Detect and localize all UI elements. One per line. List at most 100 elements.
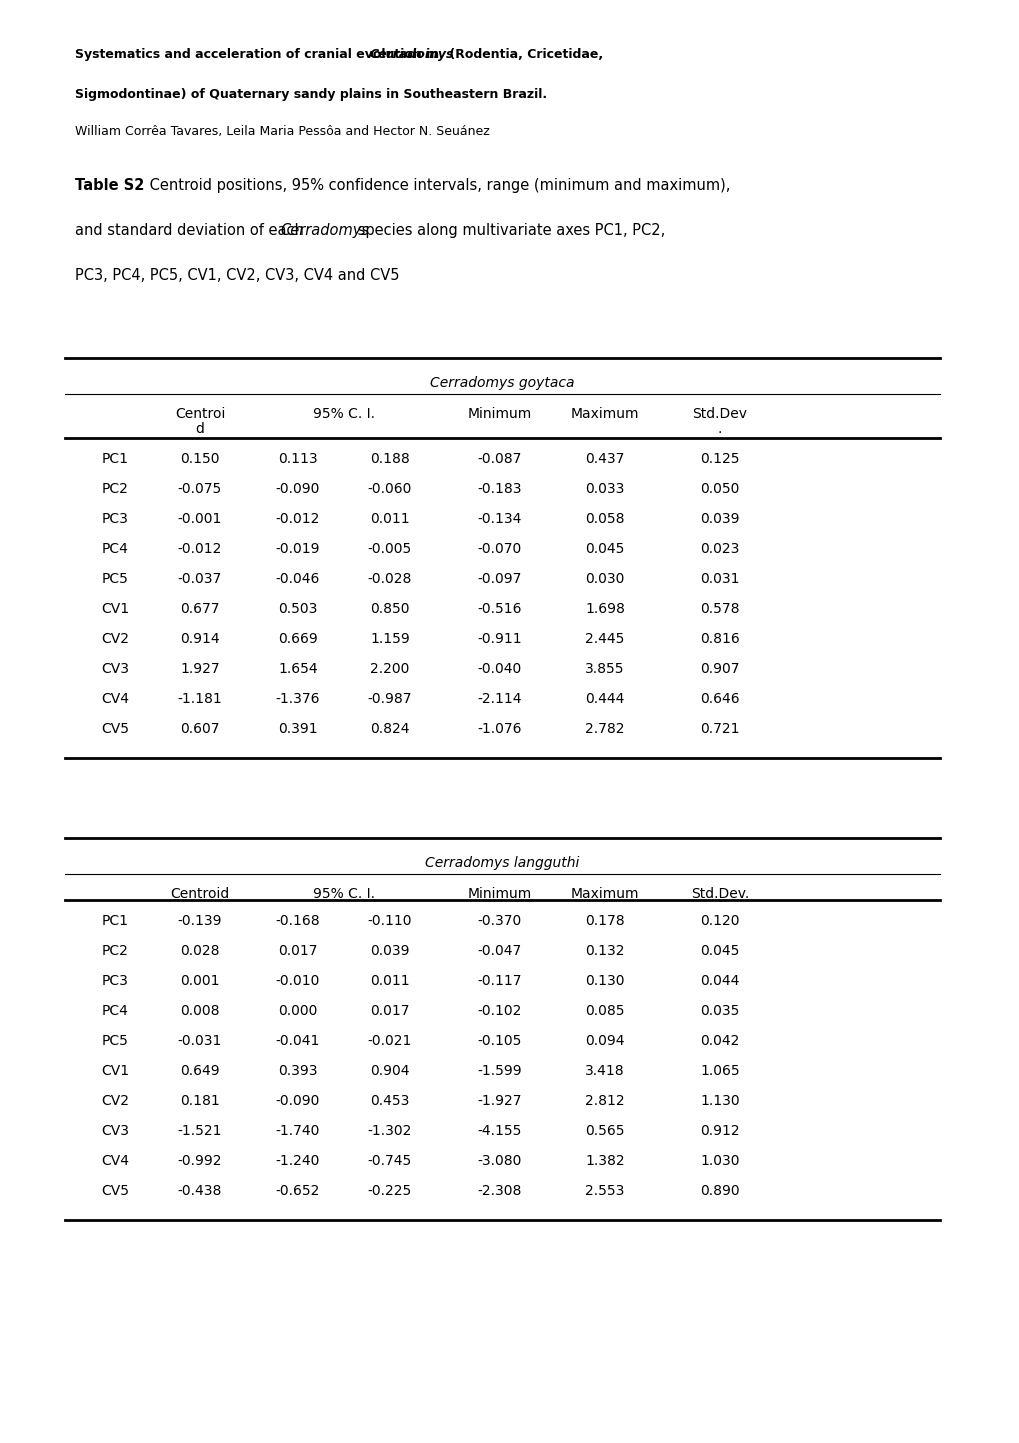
Text: -0.110: -0.110 [368,913,412,928]
Text: -0.987: -0.987 [368,693,412,706]
Text: 0.113: 0.113 [278,452,318,466]
Text: -1.076: -1.076 [477,722,522,736]
Text: 0.649: 0.649 [180,1063,220,1078]
Text: -0.075: -0.075 [177,482,222,496]
Text: -0.090: -0.090 [275,1094,320,1108]
Text: Maximum: Maximum [571,407,639,421]
Text: -0.012: -0.012 [177,543,222,556]
Text: 2.200: 2.200 [370,662,410,675]
Text: -1.521: -1.521 [177,1124,222,1139]
Text: -1.599: -1.599 [477,1063,522,1078]
Text: CV2: CV2 [101,1094,128,1108]
Text: CV5: CV5 [101,722,128,736]
Text: 0.094: 0.094 [585,1035,624,1048]
Text: 0.914: 0.914 [180,632,220,646]
Text: -0.041: -0.041 [275,1035,320,1048]
Text: William Corrêa Tavares, Leila Maria Pessôa and Hector N. Seuánez: William Corrêa Tavares, Leila Maria Pess… [75,126,489,139]
Text: 0.085: 0.085 [585,1004,624,1017]
Text: 2.553: 2.553 [585,1185,624,1198]
Text: CV4: CV4 [101,693,128,706]
Text: -0.516: -0.516 [477,602,522,616]
Text: -0.046: -0.046 [275,571,320,586]
Text: -0.652: -0.652 [275,1185,320,1198]
Text: PC3: PC3 [102,512,128,527]
Text: PC2: PC2 [102,482,128,496]
Text: PC1: PC1 [102,452,128,466]
Text: PC5: PC5 [102,571,128,586]
Text: -0.745: -0.745 [368,1154,412,1167]
Text: 1.654: 1.654 [278,662,318,675]
Text: -0.134: -0.134 [477,512,522,527]
Text: 0.039: 0.039 [370,944,410,958]
Text: -0.370: -0.370 [478,913,522,928]
Text: -0.183: -0.183 [477,482,522,496]
Text: 0.503: 0.503 [278,602,317,616]
Text: Cerradomys langguthi: Cerradomys langguthi [425,856,579,870]
Text: -0.040: -0.040 [478,662,522,675]
Text: 0.816: 0.816 [699,632,739,646]
Text: 1.382: 1.382 [585,1154,625,1167]
Text: -0.031: -0.031 [177,1035,222,1048]
Text: 3.418: 3.418 [585,1063,625,1078]
Text: 95% C. I.: 95% C. I. [313,887,375,900]
Text: 0.607: 0.607 [180,722,219,736]
Text: Sigmodontinae) of Quaternary sandy plains in Southeastern Brazil.: Sigmodontinae) of Quaternary sandy plain… [75,88,546,101]
Text: 0.023: 0.023 [700,543,739,556]
Text: -0.047: -0.047 [478,944,522,958]
Text: PC1: PC1 [102,913,128,928]
Text: -0.087: -0.087 [477,452,522,466]
Text: Minimum: Minimum [468,407,532,421]
Text: 0.907: 0.907 [700,662,739,675]
Text: and standard deviation of each: and standard deviation of each [75,224,308,238]
Text: -0.012: -0.012 [275,512,320,527]
Text: -2.308: -2.308 [477,1185,522,1198]
Text: Centroid positions, 95% confidence intervals, range (minimum and maximum),: Centroid positions, 95% confidence inter… [145,177,730,193]
Text: 0.188: 0.188 [370,452,410,466]
Text: -0.168: -0.168 [275,913,320,928]
Text: 0.017: 0.017 [370,1004,410,1017]
Text: Cerradomys goytaca: Cerradomys goytaca [430,377,574,390]
Text: Centroi: Centroi [174,407,225,421]
Text: CV1: CV1 [101,602,129,616]
Text: 0.011: 0.011 [370,512,410,527]
Text: 0.033: 0.033 [585,482,624,496]
Text: 1.030: 1.030 [700,1154,739,1167]
Text: 0.125: 0.125 [700,452,739,466]
Text: 0.000: 0.000 [278,1004,317,1017]
Text: 0.669: 0.669 [278,632,318,646]
Text: 3.855: 3.855 [585,662,624,675]
Text: 0.028: 0.028 [180,944,219,958]
Text: Cerradomys: Cerradomys [280,224,369,238]
Text: 0.904: 0.904 [370,1063,410,1078]
Text: 1.698: 1.698 [585,602,625,616]
Text: 1.065: 1.065 [699,1063,739,1078]
Text: -0.060: -0.060 [368,482,412,496]
Text: -1.740: -1.740 [275,1124,320,1139]
Text: -0.001: -0.001 [177,512,222,527]
Text: Systematics and acceleration of cranial evolution in: Systematics and acceleration of cranial … [75,48,443,61]
Text: 0.058: 0.058 [585,512,624,527]
Text: 0.565: 0.565 [585,1124,624,1139]
Text: PC3, PC4, PC5, CV1, CV2, CV3, CV4 and CV5: PC3, PC4, PC5, CV1, CV2, CV3, CV4 and CV… [75,268,399,283]
Text: 2.445: 2.445 [585,632,624,646]
Text: 2.782: 2.782 [585,722,624,736]
Text: species along multivariate axes PC1, PC2,: species along multivariate axes PC1, PC2… [353,224,664,238]
Text: CV3: CV3 [101,662,128,675]
Text: PC5: PC5 [102,1035,128,1048]
Text: -0.019: -0.019 [275,543,320,556]
Text: CV4: CV4 [101,1154,128,1167]
Text: 0.824: 0.824 [370,722,410,736]
Text: -1.376: -1.376 [275,693,320,706]
Text: d: d [196,421,204,436]
Text: -0.992: -0.992 [177,1154,222,1167]
Text: -0.225: -0.225 [368,1185,412,1198]
Text: 0.393: 0.393 [278,1063,318,1078]
Text: -0.139: -0.139 [177,913,222,928]
Text: 0.035: 0.035 [700,1004,739,1017]
Text: Cerradomys: Cerradomys [370,48,454,61]
Text: CV3: CV3 [101,1124,128,1139]
Text: 2.812: 2.812 [585,1094,625,1108]
Text: 0.031: 0.031 [700,571,739,586]
Text: 1.159: 1.159 [370,632,410,646]
Text: 0.017: 0.017 [278,944,318,958]
